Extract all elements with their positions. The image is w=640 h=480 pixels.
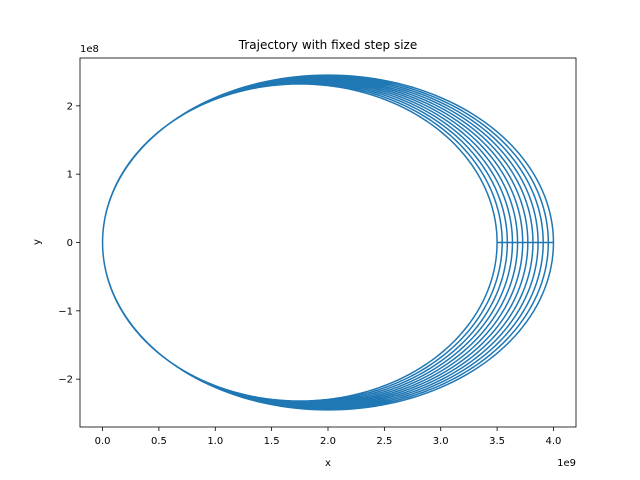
x-tick-label: 1.0 [207,436,223,447]
series-layer [101,74,555,411]
y-axis-label: y [32,239,43,245]
y-tick-label: −2 [58,375,73,386]
chart-title: Trajectory with fixed step size [238,38,417,52]
plot-area: 0.0 0.5 1.0 1.5 2.0 2.5 3.0 3.5 4.0 2 1 0 −1 −2 [58,57,577,447]
x-tick-label: 3.0 [433,436,449,447]
x-tick-label: 3.5 [489,436,505,447]
x-tick-label: 2.0 [320,436,336,447]
y-tick-label: −1 [58,306,73,317]
x-offset-label: 1e9 [557,458,576,469]
y-tick-label: 1 [67,170,73,181]
x-tick-label: 1.5 [264,436,280,447]
y-tick-label: 2 [67,101,73,112]
x-axis-label: x [325,458,331,469]
x-tick-label: 0.0 [95,436,111,447]
trajectory-series-line [101,74,555,411]
x-tick-label: 2.5 [376,436,392,447]
y-tick-label: 0 [67,238,73,249]
x-tick-label: 4.0 [546,436,562,447]
x-axis-ticks: 0.0 0.5 1.0 1.5 2.0 2.5 3.0 3.5 4.0 [95,427,562,447]
y-axis-ticks: 2 1 0 −1 −2 [58,101,80,386]
x-tick-label: 0.5 [151,436,167,447]
y-offset-label: 1e8 [80,44,99,55]
